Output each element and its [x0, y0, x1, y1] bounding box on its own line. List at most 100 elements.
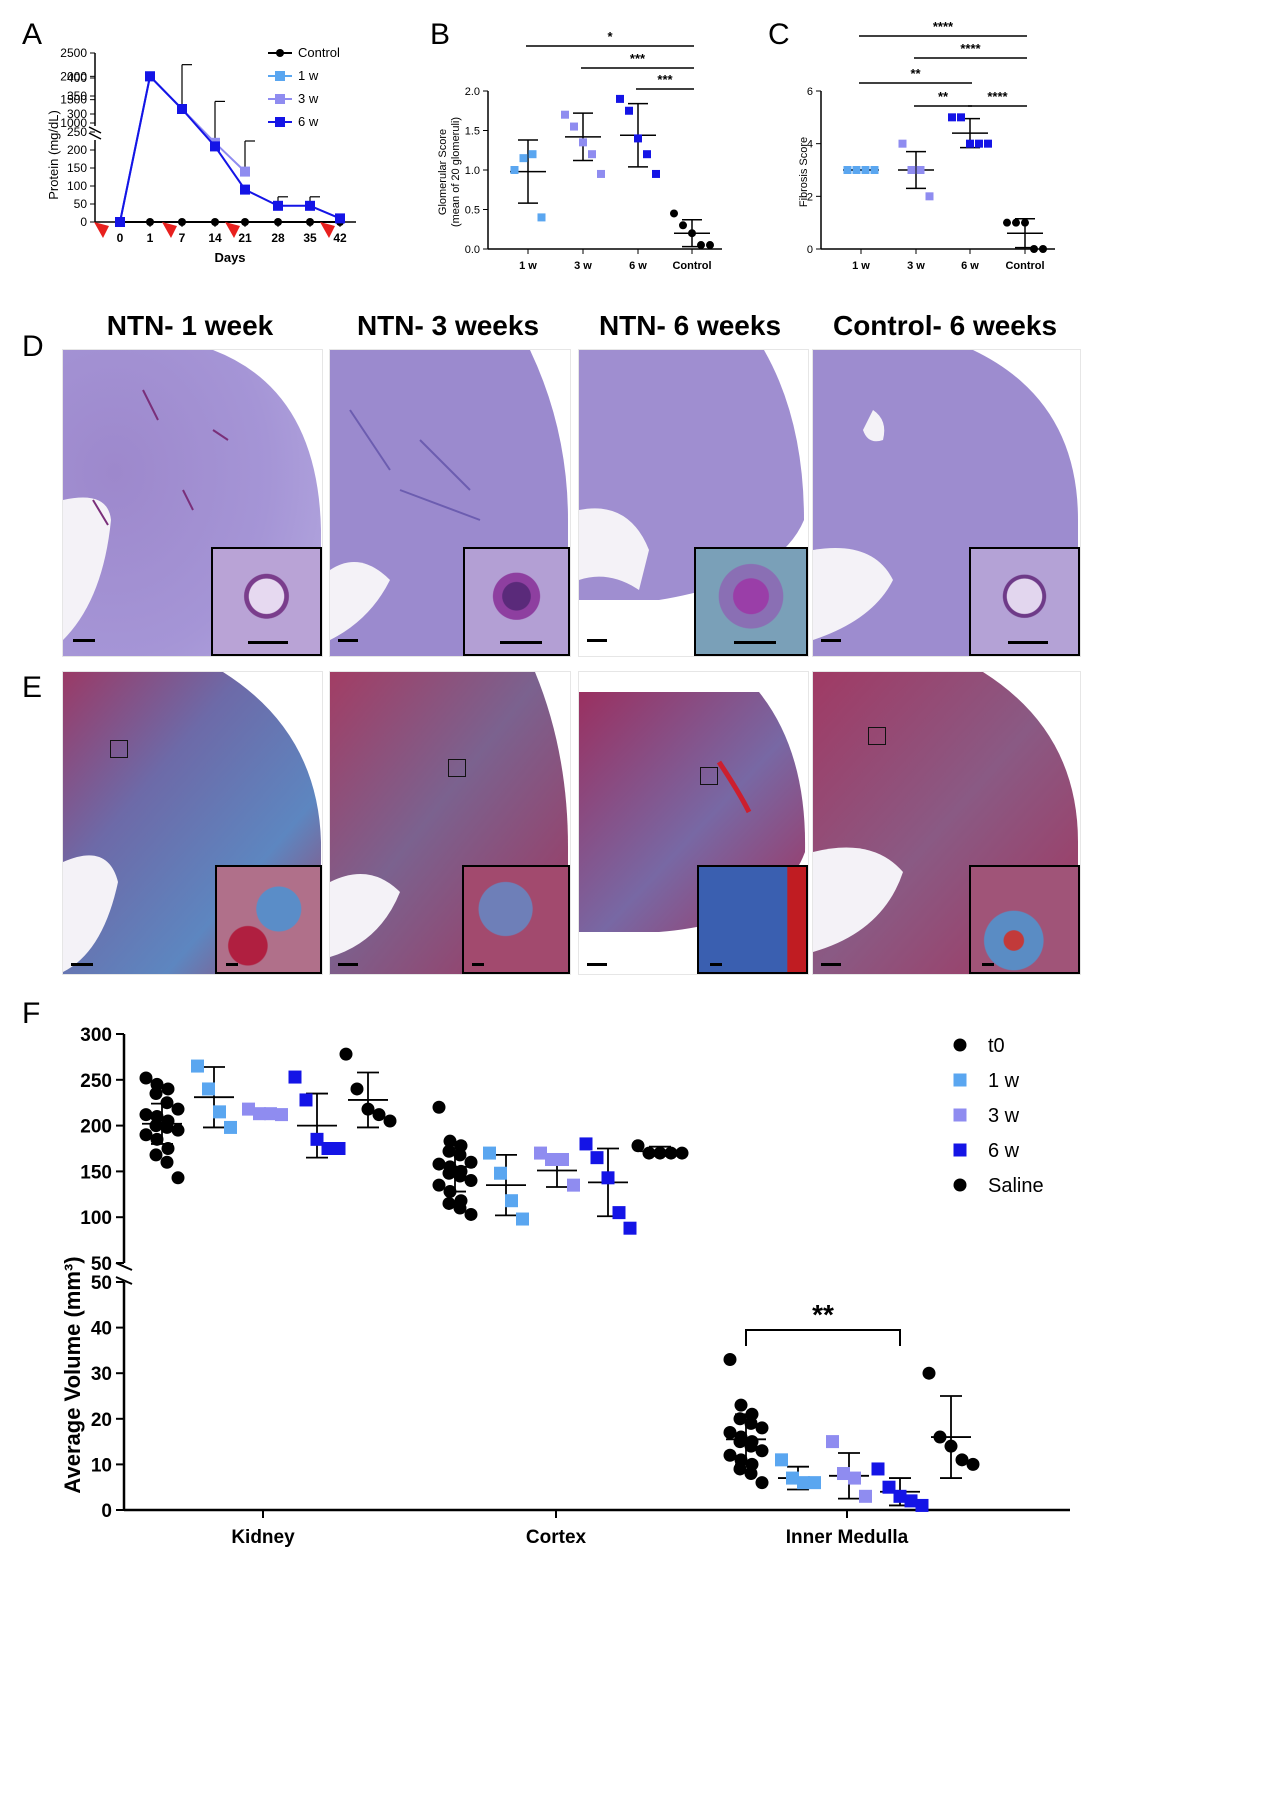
- chart-a-xtick-label: 42: [333, 231, 347, 245]
- scale-bar: [338, 963, 358, 966]
- chart-a-axis-break: [88, 126, 102, 140]
- chart-b-ytick-label: 1.0: [465, 165, 480, 177]
- chart-f-point: [556, 1152, 569, 1166]
- chart-f-point: [579, 1137, 593, 1151]
- chart-f-point: [442, 1144, 456, 1158]
- chart-f-point: [505, 1194, 518, 1208]
- col-title-ntn-6-weeks: NTN- 6 weeks: [598, 310, 782, 341]
- chart-f-point: [350, 1082, 364, 1096]
- chart-f-point: [797, 1476, 810, 1490]
- chart-c-point: [957, 113, 965, 122]
- chart-a-injection-arrow: [162, 222, 177, 238]
- scale-bar: [338, 639, 358, 642]
- chart-f-xtick-label: Inner Medulla: [786, 1527, 909, 1548]
- chart-f-point: [171, 1171, 185, 1185]
- chart-f-ytick-label: 40: [91, 1319, 112, 1340]
- chart-f-point: [242, 1102, 255, 1116]
- chart-f-point: [723, 1425, 737, 1439]
- chart-c-point: [861, 166, 870, 174]
- trichrome-inset-ntn-3-weeks: [462, 865, 570, 974]
- chart-b-glomerular-score: Glomerular Score (mean of 20 glomeruli) …: [437, 29, 722, 272]
- pas-image-ntn-6-weeks: [578, 349, 809, 657]
- chart-f-point: [464, 1174, 478, 1188]
- chart-f-point: [631, 1139, 645, 1153]
- chart-f-point: [837, 1467, 850, 1481]
- chart-b-point: [588, 150, 596, 159]
- chart-f-ytick-label: 100: [80, 1208, 112, 1229]
- chart-f-legend-label: 6 w: [988, 1140, 1020, 1162]
- chart-a-xtick-label: 14: [208, 231, 222, 245]
- chart-f-point: [744, 1467, 758, 1481]
- chart-f-point: [361, 1102, 375, 1116]
- chart-f-point: [149, 1148, 163, 1162]
- chart-f-point: [161, 1082, 175, 1096]
- chart-a-ylabel: Protein (mg/dL): [46, 110, 61, 200]
- chart-f-point: [534, 1146, 547, 1160]
- chart-f-point: [733, 1435, 747, 1449]
- chart-c-sig-label: ****: [933, 19, 954, 34]
- chart-a-ytick-label: 250: [67, 125, 87, 139]
- chart-a-proteinuria: Protein (mg/dL) Days 1000150020002500050…: [46, 45, 356, 265]
- chart-f-point: [623, 1221, 637, 1235]
- panel-letter-b: B: [430, 18, 451, 51]
- chart-c-point: [916, 166, 925, 174]
- chart-b-point: [561, 110, 569, 119]
- chart-b-sig-label: ***: [630, 51, 646, 66]
- chart-f-point: [675, 1146, 689, 1160]
- chart-f-point: [383, 1114, 397, 1128]
- chart-f-point: [859, 1489, 872, 1503]
- chart-b-xtick-label: 3 w: [574, 260, 592, 272]
- inset-region-marker: [110, 740, 128, 758]
- chart-a-point-Control: [306, 218, 314, 226]
- chart-f-ytick-label: 50: [91, 1273, 112, 1294]
- chart-c-ytick-label: 4: [807, 139, 813, 151]
- chart-a-point-Control: [241, 218, 249, 226]
- inset-scale-bar: [1008, 641, 1048, 644]
- trichrome-image-ntn-1-week: [62, 671, 323, 975]
- chart-f-point: [653, 1146, 667, 1160]
- chart-f-legend-marker: [953, 1143, 967, 1157]
- chart-c-sig-label: ****: [960, 41, 981, 56]
- chart-f-point: [966, 1457, 980, 1471]
- chart-f-xtick-label: Cortex: [526, 1527, 587, 1548]
- chart-f-ytick-label: 200: [80, 1117, 112, 1138]
- trichrome-image-ntn-3-weeks: [329, 671, 571, 975]
- chart-a-legend-label: 6 w: [298, 114, 319, 129]
- chart-c-point: [843, 166, 852, 174]
- chart-f-point: [160, 1096, 174, 1110]
- chart-b-point: [688, 229, 696, 238]
- chart-f-point: [149, 1087, 163, 1101]
- chart-a-ytick-label: 400: [67, 71, 87, 85]
- trichrome-image-control-6-weeks: [812, 671, 1081, 975]
- chart-f-ytick-label: 10: [91, 1455, 112, 1476]
- panel-letter-e: E: [22, 671, 43, 704]
- chart-f-point: [848, 1471, 861, 1485]
- chart-c-point: [975, 139, 983, 148]
- chart-a-legend-label: 1 w: [298, 68, 319, 83]
- inset-scale-bar: [982, 963, 994, 966]
- chart-c-ytick-label: 6: [807, 86, 813, 98]
- scale-bar: [71, 963, 93, 966]
- chart-c-xtick-label: Control: [1005, 260, 1044, 272]
- chart-a-line-6w: [119, 74, 341, 223]
- chart-c-point: [948, 113, 956, 122]
- pas-image-ntn-1-week: [62, 349, 323, 657]
- chart-b-point: [670, 209, 678, 218]
- chart-f-point: [288, 1070, 302, 1084]
- chart-c-xtick-label: 3 w: [907, 260, 925, 272]
- chart-f-axis-break: [115, 1262, 133, 1285]
- col-title-ntn-3-weeks: NTN- 3 weeks: [356, 310, 540, 341]
- chart-f-legend-marker: [953, 1108, 967, 1122]
- scale-bar: [587, 639, 607, 642]
- chart-b-point: [625, 106, 633, 115]
- chart-f-sig-bracket: [745, 1329, 901, 1346]
- chart-a-point-6w: [115, 217, 125, 227]
- chart-f-point: [893, 1489, 907, 1503]
- chart-c-point: [870, 166, 879, 174]
- chart-b-xtick-label: Control: [672, 260, 711, 272]
- chart-f-ylabel: Average Volume (mm³): [60, 1256, 85, 1493]
- chart-f-point: [275, 1108, 288, 1122]
- chart-a-point-Control: [178, 218, 186, 226]
- chart-a-ytick-label: 0: [80, 215, 87, 229]
- chart-f-point: [755, 1421, 769, 1435]
